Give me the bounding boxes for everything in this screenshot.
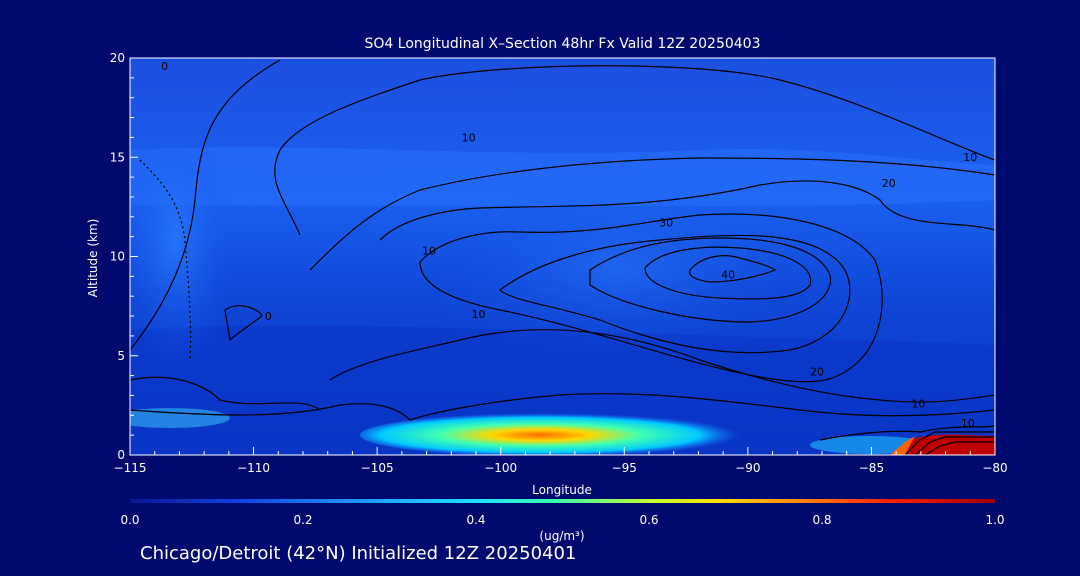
colorbar-tick-label: 1.0 [985, 513, 1004, 527]
contour-line [819, 425, 995, 441]
footer-caption: Chicago/Detroit (42°N) Initialized 12Z 2… [140, 543, 577, 564]
contour-line [589, 237, 831, 323]
colorbar-tick-label: 0.8 [812, 513, 831, 527]
contour-label: 20 [810, 366, 824, 379]
contour-line [329, 329, 995, 403]
x-tick-label: −90 [735, 461, 760, 475]
contour-line [224, 305, 263, 342]
x-tick-label: −80 [982, 461, 1007, 475]
contour-label: 0 [161, 60, 168, 73]
y-tick-label: 5 [117, 349, 125, 363]
colorbar-tick-label: 0.0 [120, 513, 139, 527]
y-axis-label: Altitude (km) [86, 219, 100, 298]
contour-line [914, 436, 995, 455]
colorbar-tick-label: 0.6 [639, 513, 658, 527]
x-tick-label: −105 [361, 461, 394, 475]
contour-lines [130, 59, 995, 455]
contour-line [130, 376, 321, 411]
contour-label: 10 [911, 397, 925, 410]
contour-label: 10 [961, 417, 975, 430]
colorbar-label: (ug/m³) [539, 529, 584, 543]
x-tick-label: −95 [612, 461, 637, 475]
contour-label: 30 [659, 217, 673, 230]
plot-area: 0 10 10 20 30 40 20 10 10 10 10 0 [130, 58, 995, 455]
contour-line [130, 59, 281, 351]
y-tick-label: 10 [110, 250, 125, 264]
field-east-max-edge [890, 436, 915, 455]
contour-line [379, 180, 995, 241]
x-axis-label: Longitude [532, 483, 592, 497]
contour-line [274, 65, 995, 236]
contour-line [309, 157, 995, 271]
contour-label: 20 [882, 177, 896, 190]
contour-line [419, 213, 883, 383]
contour-label: 10 [963, 151, 977, 164]
field-mid-blob [420, 180, 820, 360]
contour-line [904, 431, 995, 455]
field-band-low [130, 325, 995, 455]
colorbar-tick-label: 0.4 [466, 513, 485, 527]
field-west-surface [130, 408, 230, 428]
contour-line [130, 393, 995, 421]
y-tick-label: 15 [110, 150, 125, 164]
x-tick-label: −110 [237, 461, 270, 475]
contour-line [924, 441, 995, 455]
x-axis: −115 −110 −105 −100 −95 −90 −85 −80 [114, 447, 1008, 475]
x-tick-label: −85 [859, 461, 884, 475]
field-band-upper [130, 147, 995, 207]
contour-line [644, 246, 812, 300]
x-tick-label: −115 [114, 461, 147, 475]
contour-label: 10 [422, 245, 436, 258]
contour-line [499, 234, 851, 354]
contour-line [689, 255, 777, 283]
contour-label: 0 [265, 310, 272, 323]
x-tick-label: −100 [484, 461, 517, 475]
chart-title: SO4 Longitudinal X–Section 48hr Fx Valid… [364, 36, 761, 52]
contour-label: 10 [462, 131, 476, 144]
colorbar-tick-label: 0.2 [293, 513, 312, 527]
contour-label: 10 [471, 308, 485, 321]
y-tick-label: 20 [110, 51, 125, 65]
colorbar [130, 499, 995, 503]
field-east-max [900, 434, 995, 455]
field-west-column [130, 110, 235, 370]
y-axis: 0 5 10 15 20 [110, 51, 138, 462]
y-tick-label: 0 [117, 448, 125, 462]
contour-label: 40 [721, 268, 735, 281]
field-plume [360, 413, 760, 455]
colorbar-ticks: 0.0 0.2 0.4 0.6 0.8 1.0 [120, 513, 1004, 527]
